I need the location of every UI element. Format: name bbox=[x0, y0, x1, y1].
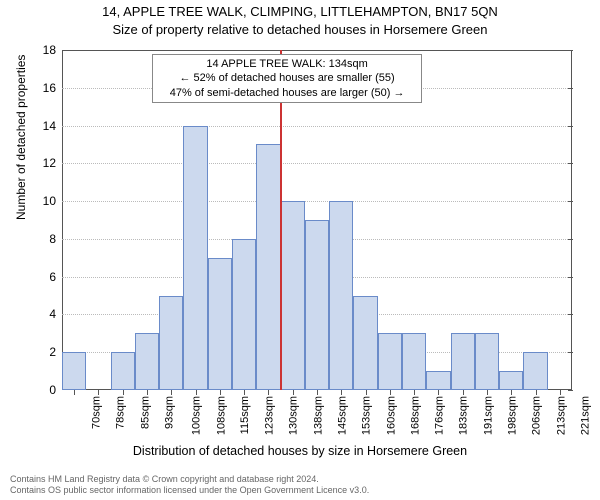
x-tick-mark bbox=[220, 390, 221, 395]
histogram-bar bbox=[353, 296, 377, 390]
x-tick-mark bbox=[98, 390, 99, 395]
histogram-bar bbox=[475, 333, 499, 390]
x-tick-label: 183sqm bbox=[458, 396, 470, 435]
footer-attribution: Contains HM Land Registry data © Crown c… bbox=[10, 474, 369, 497]
x-tick-label: 108sqm bbox=[215, 396, 227, 435]
x-tick-label: 191sqm bbox=[482, 396, 494, 435]
x-tick-mark bbox=[390, 390, 391, 395]
x-tick-label: 221sqm bbox=[579, 396, 591, 435]
chart-title-line1: 14, APPLE TREE WALK, CLIMPING, LITTLEHAM… bbox=[0, 4, 600, 19]
x-axis-label: Distribution of detached houses by size … bbox=[0, 444, 600, 458]
y-tick-label: 4 bbox=[49, 307, 62, 321]
histogram-bar bbox=[426, 371, 450, 390]
x-tick-mark bbox=[147, 390, 148, 395]
y-tick-label: 2 bbox=[49, 345, 62, 359]
histogram-bar bbox=[111, 352, 135, 390]
y-tick-mark bbox=[568, 201, 573, 202]
x-tick-label: 85sqm bbox=[139, 396, 151, 429]
x-tick-mark bbox=[560, 390, 561, 395]
y-tick-mark bbox=[568, 239, 573, 240]
x-tick-mark bbox=[366, 390, 367, 395]
y-tick-label: 18 bbox=[43, 43, 62, 57]
y-axis-label: Number of detached properties bbox=[14, 55, 28, 220]
y-tick-mark bbox=[568, 163, 573, 164]
x-tick-mark bbox=[293, 390, 294, 395]
x-tick-mark bbox=[438, 390, 439, 395]
histogram-bar bbox=[208, 258, 232, 390]
histogram-bar bbox=[305, 220, 329, 390]
x-tick-label: 213sqm bbox=[555, 396, 567, 435]
x-tick-mark bbox=[244, 390, 245, 395]
histogram-bar bbox=[135, 333, 159, 390]
x-tick-mark bbox=[171, 390, 172, 395]
x-tick-mark bbox=[74, 390, 75, 395]
x-tick-label: 160sqm bbox=[385, 396, 397, 435]
histogram-bar bbox=[451, 333, 475, 390]
annotation-line3: 47% of semi-detached houses are larger (… bbox=[159, 86, 415, 100]
gridline bbox=[62, 201, 572, 202]
x-tick-label: 138sqm bbox=[312, 396, 324, 435]
x-tick-label: 153sqm bbox=[361, 396, 373, 435]
x-tick-mark bbox=[341, 390, 342, 395]
y-tick-mark bbox=[568, 88, 573, 89]
x-tick-label: 145sqm bbox=[337, 396, 349, 435]
x-tick-mark bbox=[317, 390, 318, 395]
histogram-bar bbox=[499, 371, 523, 390]
histogram-bar bbox=[523, 352, 547, 390]
annotation-box: 14 APPLE TREE WALK: 134sqm← 52% of detac… bbox=[152, 54, 422, 103]
x-tick-label: 115sqm bbox=[239, 396, 251, 434]
y-tick-label: 0 bbox=[49, 383, 62, 397]
y-tick-label: 8 bbox=[49, 232, 62, 246]
x-tick-label: 70sqm bbox=[91, 396, 103, 429]
footer-line1: Contains HM Land Registry data © Crown c… bbox=[10, 474, 369, 485]
x-tick-label: 123sqm bbox=[264, 396, 276, 435]
x-tick-mark bbox=[463, 390, 464, 395]
y-tick-mark bbox=[568, 50, 573, 51]
y-tick-mark bbox=[568, 352, 573, 353]
x-tick-label: 206sqm bbox=[531, 396, 543, 435]
histogram-bar bbox=[329, 201, 353, 390]
x-tick-label: 100sqm bbox=[191, 396, 203, 435]
x-tick-mark bbox=[511, 390, 512, 395]
x-tick-label: 78sqm bbox=[115, 396, 127, 429]
histogram-bar bbox=[62, 352, 86, 390]
chart-plot-area: 02468101214161870sqm78sqm85sqm93sqm100sq… bbox=[62, 50, 572, 390]
x-tick-label: 130sqm bbox=[288, 396, 300, 435]
x-tick-label: 93sqm bbox=[164, 396, 176, 429]
histogram-bar bbox=[402, 333, 426, 390]
x-tick-mark bbox=[196, 390, 197, 395]
y-tick-mark bbox=[568, 314, 573, 315]
x-tick-mark bbox=[414, 390, 415, 395]
y-tick-label: 10 bbox=[43, 194, 62, 208]
gridline bbox=[62, 126, 572, 127]
annotation-line2: ← 52% of detached houses are smaller (55… bbox=[159, 71, 415, 85]
chart-title-line2: Size of property relative to detached ho… bbox=[0, 22, 600, 37]
footer-line2: Contains OS public sector information li… bbox=[10, 485, 369, 496]
y-tick-mark bbox=[568, 390, 573, 391]
histogram-bar bbox=[232, 239, 256, 390]
x-tick-mark bbox=[536, 390, 537, 395]
x-tick-label: 198sqm bbox=[507, 396, 519, 435]
x-tick-mark bbox=[123, 390, 124, 395]
y-tick-mark bbox=[568, 277, 573, 278]
gridline bbox=[62, 163, 572, 164]
y-tick-mark bbox=[568, 126, 573, 127]
x-tick-label: 176sqm bbox=[434, 396, 446, 435]
x-tick-mark bbox=[487, 390, 488, 395]
histogram-bar bbox=[378, 333, 402, 390]
y-tick-label: 12 bbox=[43, 156, 62, 170]
histogram-bar bbox=[256, 144, 280, 390]
y-tick-label: 14 bbox=[43, 119, 62, 133]
x-tick-mark bbox=[268, 390, 269, 395]
histogram-bar bbox=[159, 296, 183, 390]
histogram-bar bbox=[183, 126, 207, 390]
histogram-bar bbox=[281, 201, 305, 390]
x-tick-label: 168sqm bbox=[409, 396, 421, 435]
annotation-line1: 14 APPLE TREE WALK: 134sqm bbox=[159, 57, 415, 71]
y-tick-label: 6 bbox=[49, 270, 62, 284]
y-tick-label: 16 bbox=[43, 81, 62, 95]
